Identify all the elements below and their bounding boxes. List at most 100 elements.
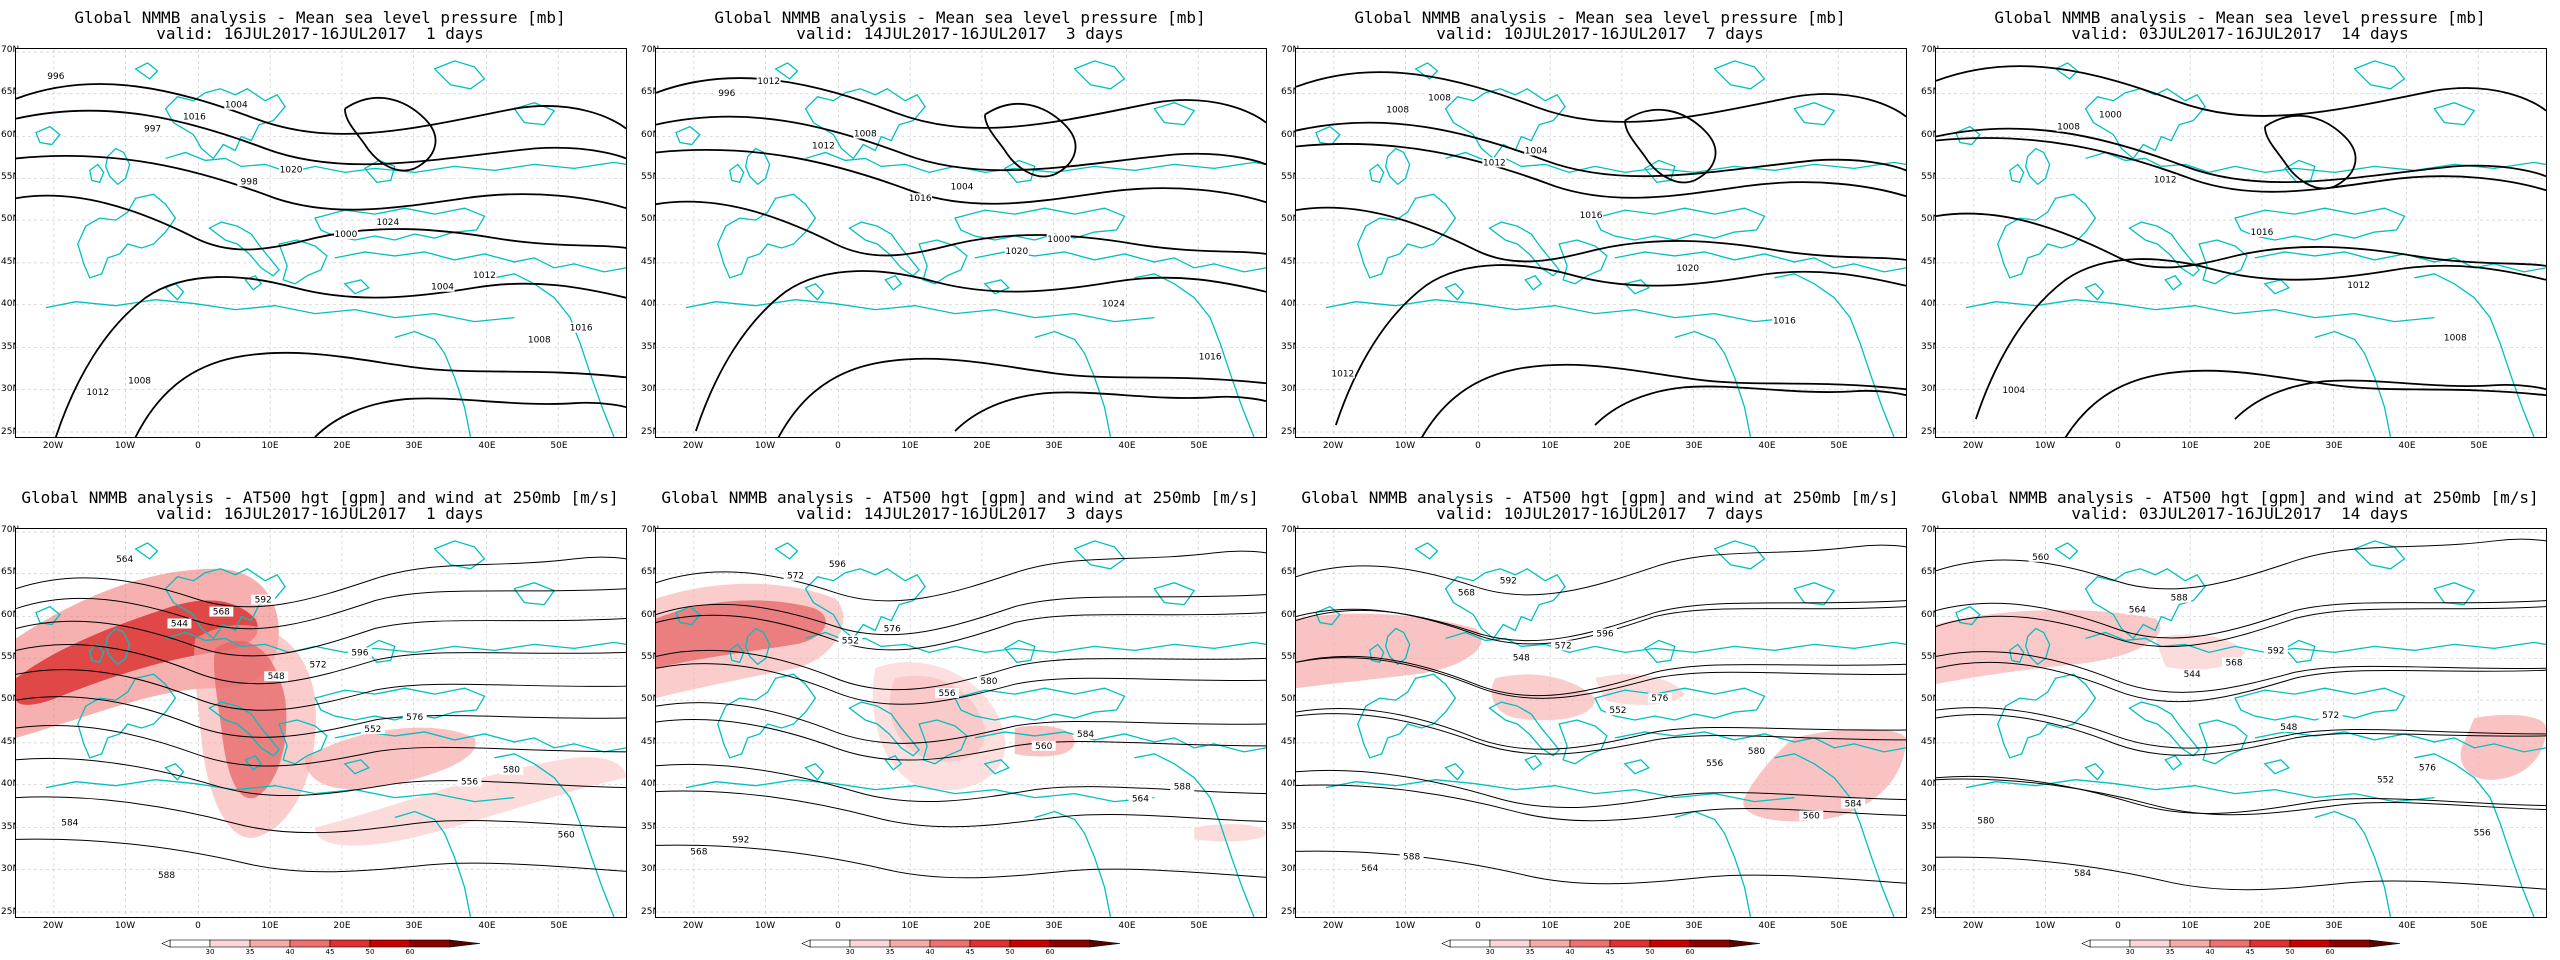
contour-label: 544 [2184, 670, 2201, 680]
contour-line [656, 790, 1266, 828]
contour-label: 548 [2280, 723, 2297, 733]
lat-label: 70N [1921, 525, 1940, 535]
lat-label: 45N [1, 737, 20, 747]
colorbar: 30 35 40 45 50 60 [1440, 939, 1770, 956]
map-canvas: 1008 1012 1016 1020 1016 1012 1008 1004 [1296, 49, 1906, 437]
map-area: 1008 1012 1016 1012 1008 1004 1000 [1935, 48, 2547, 438]
colorbar-tick-label: 50 [1006, 948, 1015, 955]
contour-line [1296, 713, 1906, 755]
geopotential-contours [1296, 544, 1906, 885]
contour-label: 568 [2225, 658, 2242, 668]
lat-label: 70N [1281, 45, 1300, 55]
map-area: 1008 1012 1016 1020 1016 1012 1008 1004 [1295, 48, 1907, 438]
lat-label: 50N [1, 694, 20, 704]
contour-label: 592 [1500, 577, 1517, 587]
contour-line [1296, 850, 1906, 885]
lat-label: 60N [1921, 610, 1940, 620]
contour-line [1936, 856, 2546, 891]
geopotential-contours [16, 556, 626, 873]
lat-label: 25N [1281, 427, 1300, 437]
contour-labels: 1008 1012 1016 1012 1008 1004 1000 [2001, 109, 2468, 396]
graticule [656, 49, 1266, 437]
contour-label: 548 [268, 672, 285, 682]
lat-label: 30N [1, 384, 20, 394]
contour-line [16, 109, 626, 166]
lon-label: 0 [835, 921, 841, 931]
colorbar-swatch [1689, 939, 1731, 948]
panel-valid-period: valid: 10JUL2017-16JUL2017 7 days [1436, 504, 1764, 523]
contour-line [2234, 379, 2546, 420]
contour-label: 572 [2322, 711, 2339, 721]
contour-line [1936, 212, 2546, 269]
lon-label: 20W [42, 441, 64, 451]
map-panel-6: Global NMMB analysis - AT500 hgt [gpm] a… [640, 480, 1280, 960]
contour-label: 1020 [1676, 264, 1699, 274]
map-canvas: 544 548 552 556 560 564 568 572 576 580 584 588 592 [1936, 529, 2546, 917]
contour-line [1335, 264, 1906, 426]
contour-label: 1004 [225, 101, 248, 111]
panel-title: Global NMMB analysis - Mean sea level pr… [1994, 8, 2486, 27]
lat-label: 50N [1281, 214, 1300, 224]
lat-label: 60N [1, 130, 20, 140]
contour-label: 1012 [757, 77, 780, 87]
map-panel-2: Global NMMB analysis - Mean sea level pr… [640, 0, 1280, 480]
coastlines [35, 540, 626, 917]
lat-label: 55N [1, 172, 20, 182]
map-canvas: 996 997 998 1000 1004 1008 1012 1016 1020 1024 101… [16, 49, 626, 437]
contour-line [656, 200, 1266, 257]
contour-line [1936, 778, 2546, 816]
panel-valid-period: valid: 16JUL2017-16JUL2017 1 days [156, 504, 484, 523]
contour-labels: 996 1012 1016 1020 1024 1016 1012 1008 1004 1000 [714, 75, 1223, 362]
lat-label: 35N [1921, 342, 1940, 352]
lon-label: 10E [901, 441, 919, 451]
contour-line [55, 276, 626, 437]
lon-label: 20W [1962, 921, 1984, 931]
contour-label: 1016 [1580, 211, 1603, 221]
colorbar-tick-label: 30 [1486, 948, 1495, 955]
lat-label: 65N [1921, 87, 1940, 97]
lat-label: 55N [1281, 652, 1300, 662]
contour-line [954, 391, 1266, 432]
contour-line [16, 696, 626, 738]
contour-label: 584 [61, 818, 78, 828]
lon-label: 30E [1685, 921, 1703, 931]
lon-label: 40E [1758, 441, 1776, 451]
contour-label: 568 [690, 847, 707, 857]
contour-label: 592 [255, 596, 272, 606]
lat-label: 35N [1281, 342, 1300, 352]
map-area: 544 548 552 556 560 564 568 572 576 580 584 588 592 [1935, 528, 2547, 918]
colorbar-swatch [249, 939, 291, 948]
map-canvas: 552 556 560 564 568 572 576 580 584 588 592 596 [656, 529, 1266, 917]
lon-label: 20W [1322, 921, 1344, 931]
contour-line [1936, 127, 2546, 184]
contour-label: 588 [1174, 783, 1191, 793]
contour-line [2264, 114, 2357, 190]
contour-label: 1024 [1102, 300, 1125, 310]
contour-line [1936, 137, 2546, 193]
colorbar-tick-label: 40 [2206, 948, 2215, 955]
lat-label: 55N [641, 172, 660, 182]
lon-label: 10E [261, 441, 279, 451]
lat-label: 35N [1281, 822, 1300, 832]
lat-label: 50N [1921, 694, 1940, 704]
contour-label: 1020 [1005, 247, 1028, 257]
colorbar-swatch [1449, 939, 1491, 948]
lat-label: 50N [1921, 214, 1940, 224]
colorbar-swatch [2289, 939, 2331, 948]
contour-label: 596 [829, 560, 846, 570]
contour-label: 576 [1651, 694, 1668, 704]
lon-label: 30E [2325, 921, 2343, 931]
contour-label: 592 [732, 835, 749, 845]
lat-label: 30N [1921, 864, 1940, 874]
panel-valid-period: valid: 16JUL2017-16JUL2017 1 days [156, 24, 484, 43]
map-area: 544 548 552 556 560 564 568 572 576 580 584 588 592 5… [15, 528, 627, 918]
contour-label: 576 [2419, 764, 2436, 774]
colorbar-swatch [369, 939, 411, 948]
colorbar-tick-label: 60 [2326, 948, 2335, 955]
contour-label: 596 [351, 648, 368, 658]
colorbar-swatch [1569, 939, 1611, 948]
colorbar-swatch [809, 939, 851, 948]
lat-label: 30N [641, 864, 660, 874]
map-panel-4: Global NMMB analysis - Mean sea level pr… [1920, 0, 2560, 480]
colorbar-swatch [409, 939, 451, 948]
